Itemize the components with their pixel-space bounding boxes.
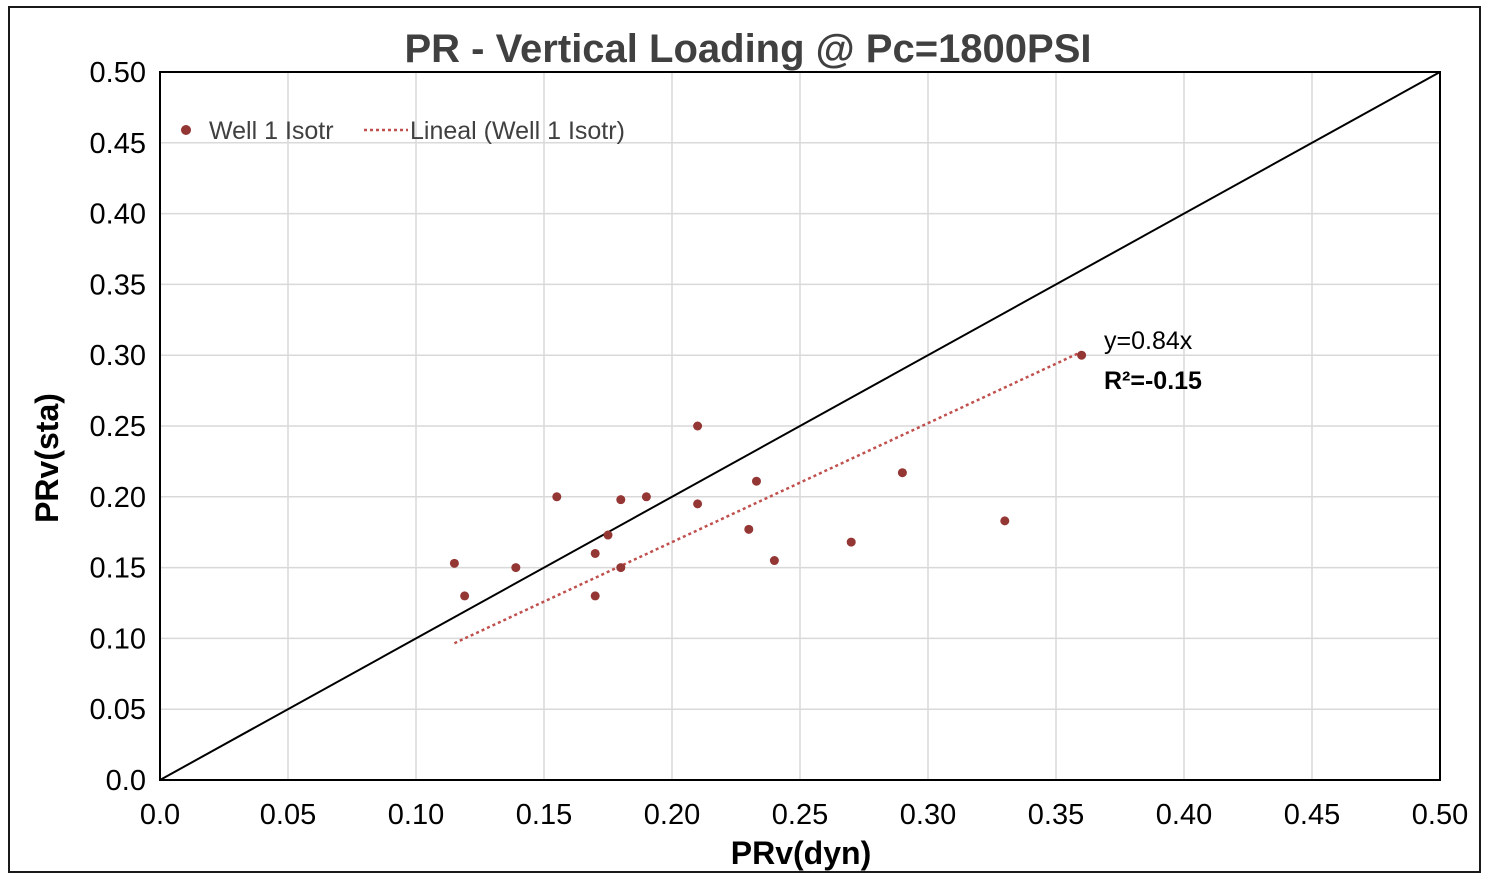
data-point bbox=[449, 558, 459, 568]
y-tick-label: 0.15 bbox=[90, 553, 146, 585]
y-tick-label: 0.25 bbox=[90, 411, 146, 443]
data-point bbox=[1000, 516, 1010, 526]
chart-title: PR - Vertical Loading @ Pc=1800PSI bbox=[404, 27, 1091, 71]
y-tick-labels: 0.0 0.05 0.10 0.15 0.20 0.25 0.30 0.35 0.40 0.45 0… bbox=[90, 57, 146, 797]
y-tick-label: 0.05 bbox=[90, 694, 146, 726]
x-axis-title: PRv(dyn) bbox=[731, 835, 871, 871]
y-tick-label: 0.30 bbox=[90, 340, 146, 372]
trendline-r2: R²=-0.15 bbox=[1104, 367, 1202, 395]
plot-area-border bbox=[159, 71, 1441, 781]
y-tick-label: 0.35 bbox=[90, 269, 146, 301]
data-point bbox=[590, 548, 600, 558]
reference-line-1to1 bbox=[159, 71, 1441, 781]
data-point bbox=[751, 476, 761, 486]
legend: Well 1 Isotr Lineal (Well 1 Isotr) bbox=[181, 117, 625, 145]
y-tick-label: 0.45 bbox=[90, 128, 146, 160]
legend-marker-series bbox=[181, 125, 191, 135]
legend-label-series: Well 1 Isotr bbox=[209, 117, 334, 145]
x-tick-label: 0.35 bbox=[1028, 799, 1084, 831]
data-point bbox=[511, 563, 521, 573]
x-tick-label: 0.45 bbox=[1284, 799, 1340, 831]
x-tick-label: 0.25 bbox=[772, 799, 828, 831]
x-tick-label: 0.10 bbox=[388, 799, 444, 831]
x-tick-label: 0.30 bbox=[900, 799, 956, 831]
data-point bbox=[769, 556, 779, 566]
x-tick-label: 0.50 bbox=[1412, 799, 1468, 831]
x-tick-label: 0.20 bbox=[644, 799, 700, 831]
data-point bbox=[693, 421, 703, 431]
data-point bbox=[897, 468, 907, 478]
data-point bbox=[616, 495, 626, 505]
data-point bbox=[846, 537, 856, 547]
y-axis-title: PRv(sta) bbox=[29, 393, 65, 523]
trendline bbox=[453, 350, 1083, 645]
y-tick-label: 0.10 bbox=[90, 623, 146, 655]
data-point bbox=[616, 563, 626, 573]
y-tick-label: 0.40 bbox=[90, 199, 146, 231]
data-point bbox=[552, 492, 562, 502]
y-tick-label: 0.20 bbox=[90, 482, 146, 514]
x-tick-label: 0.40 bbox=[1156, 799, 1212, 831]
data-point bbox=[693, 499, 703, 509]
x-tick-label: 0.05 bbox=[260, 799, 316, 831]
y-tick-label: 0.50 bbox=[90, 57, 146, 89]
trendline-equation: y=0.84x bbox=[1104, 327, 1193, 355]
x-tick-label: 0.0 bbox=[140, 799, 180, 831]
data-point bbox=[603, 530, 613, 540]
y-tick-label: 0.0 bbox=[106, 765, 146, 797]
data-points bbox=[449, 350, 1087, 601]
legend-label-trendline: Lineal (Well 1 Isotr) bbox=[410, 117, 625, 145]
data-point bbox=[641, 492, 651, 502]
x-tick-label: 0.15 bbox=[516, 799, 572, 831]
data-point bbox=[1077, 350, 1087, 360]
data-point bbox=[460, 591, 470, 601]
x-tick-labels: 0.0 0.05 0.10 0.15 0.20 0.25 0.30 0.35 0.40 0.45 0… bbox=[140, 799, 1468, 831]
data-point bbox=[744, 524, 754, 534]
data-point bbox=[590, 591, 600, 601]
